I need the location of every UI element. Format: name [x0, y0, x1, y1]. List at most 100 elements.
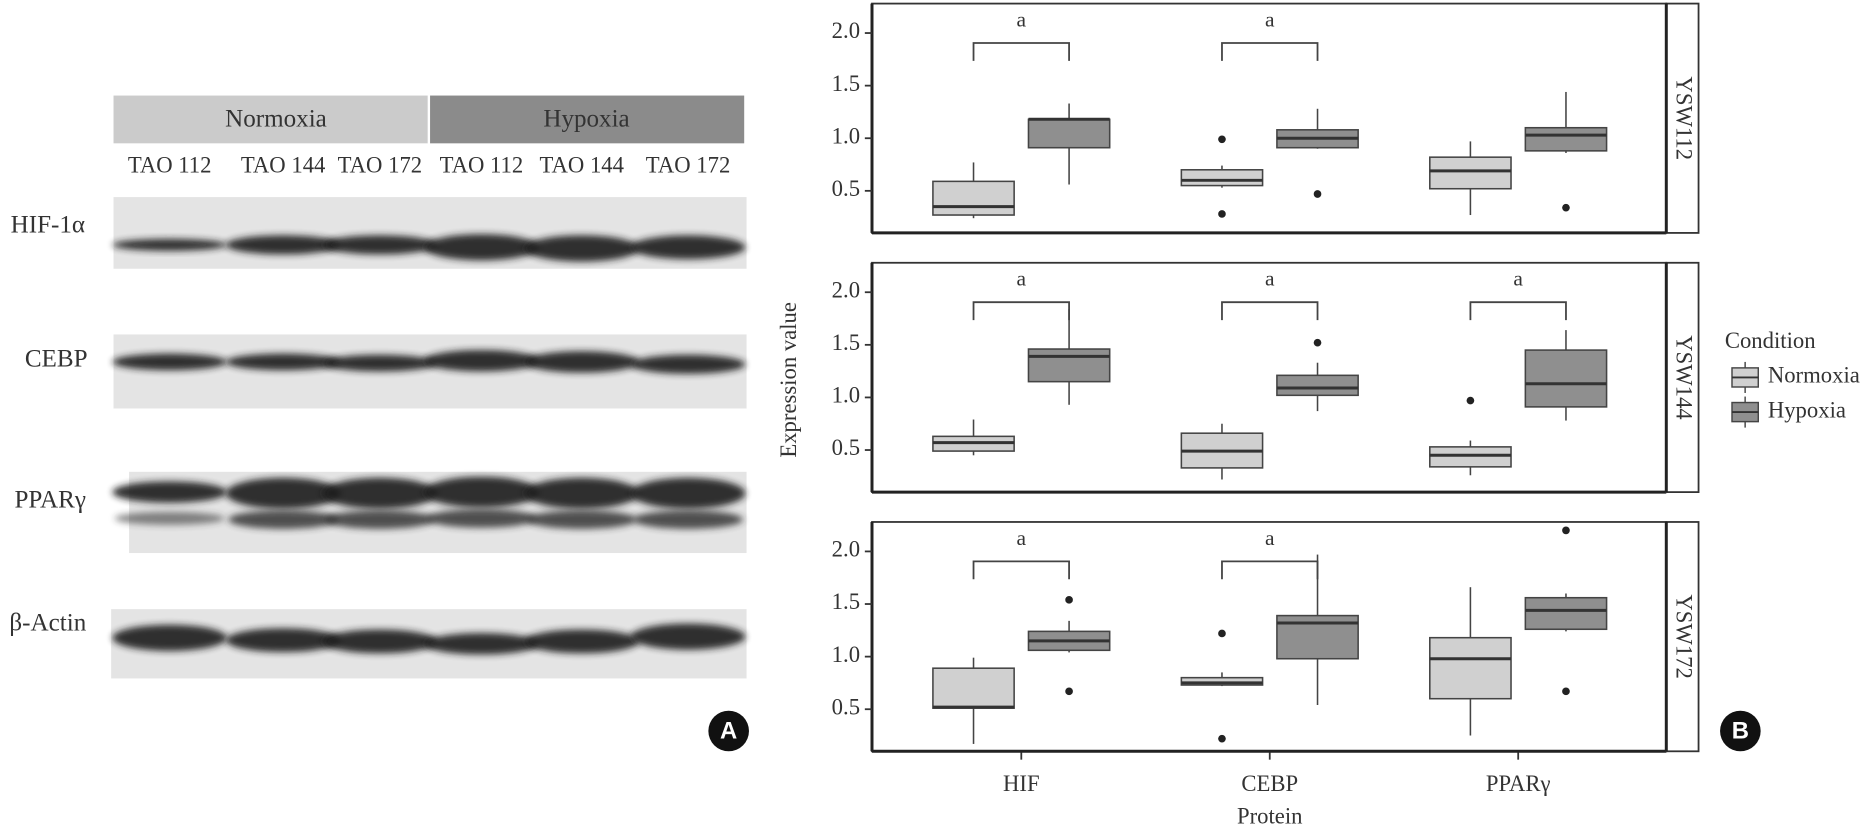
- blot-band: [225, 235, 341, 255]
- group-label: Normoxia: [225, 105, 327, 132]
- outlier: [1218, 629, 1226, 638]
- x-axis-label: Protein: [1237, 803, 1303, 828]
- y-tick-label: 0.5: [832, 435, 860, 460]
- significance-label: a: [1265, 526, 1275, 550]
- x-tick-label: HIF: [1003, 771, 1040, 796]
- facet-strip: [1665, 521, 1700, 753]
- lane-label: TAO 144: [539, 152, 624, 177]
- outlier: [1218, 734, 1226, 743]
- lane-label: TAO 112: [440, 152, 524, 177]
- blot-band: [524, 235, 640, 262]
- significance-label: a: [1017, 267, 1027, 291]
- facet-label: YSW144: [1672, 335, 1697, 419]
- panel-label: B: [1732, 718, 1749, 745]
- box: [1027, 118, 1111, 149]
- outlier: [1466, 396, 1475, 405]
- y-tick-label: 1.0: [832, 383, 860, 408]
- blot-band: [526, 510, 637, 529]
- facet-strip: [1665, 261, 1700, 494]
- blot-band: [630, 623, 746, 650]
- blot-band: [322, 235, 438, 255]
- y-tick-label: 2.0: [832, 537, 860, 562]
- group-label: Hypoxia: [543, 105, 629, 132]
- blot-band: [225, 628, 341, 653]
- blot-strip: [113, 197, 747, 269]
- box: [1429, 636, 1512, 700]
- box: [1027, 348, 1111, 383]
- outlier: [1218, 210, 1226, 218]
- legend-label: Normoxia: [1768, 363, 1860, 388]
- lane-label: TAO 172: [338, 152, 423, 177]
- blot-band: [228, 510, 339, 529]
- outlier: [1562, 687, 1570, 696]
- y-tick-label: 1.0: [832, 642, 860, 667]
- outlier: [1065, 687, 1073, 696]
- x-tick-label: PPARγ: [1486, 771, 1551, 796]
- protein-label: HIF-1α: [11, 212, 85, 239]
- blot-band: [524, 351, 640, 373]
- outlier: [1562, 203, 1570, 212]
- blot-band: [225, 477, 341, 509]
- blot-strip: [113, 334, 747, 409]
- blot-band: [324, 510, 435, 529]
- y-axis-label: Expression value: [776, 302, 801, 458]
- blot-band: [424, 476, 539, 508]
- outlier: [1313, 190, 1322, 198]
- x-tick-label: CEBP: [1241, 771, 1298, 796]
- significance-label: a: [1265, 7, 1275, 31]
- box: [1180, 169, 1264, 187]
- box: [1429, 156, 1512, 190]
- significance-bracket: [972, 301, 1070, 321]
- significance-label: a: [1265, 267, 1275, 291]
- blot-band: [630, 235, 746, 260]
- box: [1524, 126, 1608, 152]
- significance-label: a: [1513, 267, 1523, 291]
- group-bar: [430, 95, 745, 144]
- box: [932, 667, 1015, 709]
- protein-label: PPARγ: [14, 486, 86, 513]
- blot-band: [114, 511, 225, 525]
- y-tick-label: 1.0: [832, 123, 860, 148]
- panel-label: A: [720, 718, 737, 745]
- blot-band: [112, 481, 228, 503]
- outlier: [1218, 135, 1226, 144]
- box: [1524, 596, 1608, 631]
- y-tick-label: 1.5: [832, 71, 860, 96]
- blot-band: [322, 354, 438, 372]
- box: [1524, 349, 1608, 408]
- blot-band: [112, 624, 228, 651]
- blot-band: [112, 238, 228, 251]
- significance-bracket: [1221, 301, 1319, 321]
- protein-label: CEBP: [25, 345, 88, 372]
- significance-label: a: [1017, 526, 1027, 550]
- facet-label: YSW112: [1672, 76, 1697, 160]
- blot-band: [426, 509, 537, 528]
- blot-band: [524, 629, 640, 654]
- box: [1180, 676, 1264, 686]
- lane-label: TAO 144: [241, 152, 326, 177]
- lane-label: TAO 112: [128, 152, 212, 177]
- blot-band: [633, 510, 744, 529]
- significance-bracket: [1221, 42, 1319, 61]
- blot-band: [524, 477, 640, 509]
- blot-band: [424, 234, 539, 261]
- significance-bracket: [972, 560, 1070, 580]
- panel-badge: [708, 710, 749, 752]
- y-tick-label: 1.5: [832, 330, 860, 355]
- outlier: [1313, 338, 1322, 347]
- western-blot: Normoxia Hypoxia: [113, 95, 745, 144]
- group-bar: [113, 95, 428, 144]
- significance-bracket: [972, 42, 1070, 61]
- lane-label: TAO 172: [646, 152, 731, 177]
- blot-band: [630, 354, 746, 374]
- y-tick-label: 1.5: [832, 589, 860, 614]
- blot-band: [322, 477, 438, 509]
- y-tick-label: 0.5: [832, 694, 860, 719]
- blot-band: [225, 353, 341, 371]
- blot-band: [112, 353, 228, 371]
- protein-label: β-Actin: [9, 609, 86, 636]
- panel-badge: [1720, 710, 1761, 752]
- box: [1276, 374, 1359, 397]
- y-tick-label: 2.0: [832, 18, 860, 43]
